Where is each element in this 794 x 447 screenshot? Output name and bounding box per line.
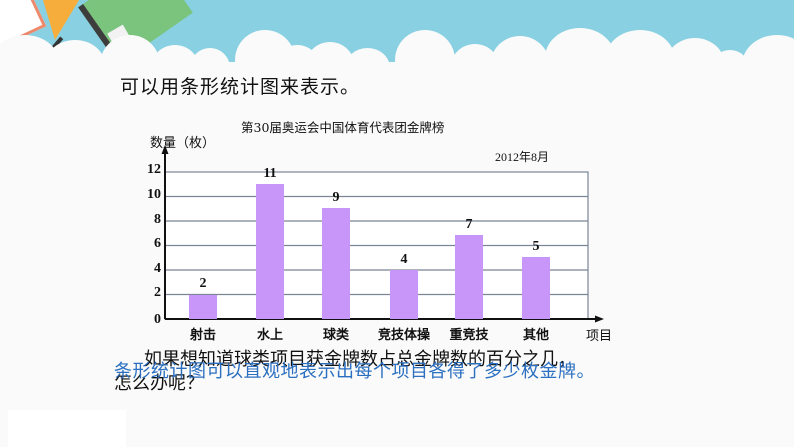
question-line-1: 如果想知道球类项目获金牌数占总金牌数的百分之几， <box>144 349 576 370</box>
chart-title: 第30届奥运会中国体育代表团金牌榜 <box>241 120 445 135</box>
bar-value-label: 9 <box>332 190 340 205</box>
decorative-banner <box>0 0 794 70</box>
gridlines <box>165 195 588 296</box>
category-label: 重竞技 <box>449 328 489 343</box>
question-line-2: 怎么办呢？ <box>114 373 204 394</box>
overlay-annotation-text: 条形统计图可以直观地表示出每个项目各得了多少枚金牌。 <box>114 361 595 382</box>
y-tick: 2 <box>154 285 161 300</box>
question-text: 如果想知道球类项目获金牌数占总金牌数的百分之几， 怎么办呢？ <box>114 348 644 396</box>
x-axis-arrow-icon <box>595 315 604 323</box>
y-axis-arrow-icon <box>161 145 169 154</box>
chart-date: 2012年8月 <box>495 150 550 164</box>
y-axis-label: 数量（枚） <box>150 136 216 151</box>
bar-value-label: 5 <box>532 239 540 254</box>
bar-value-label: 4 <box>400 252 408 267</box>
y-tick: 6 <box>154 236 161 251</box>
category-label: 竞技体操 <box>377 328 430 343</box>
blank-box <box>8 410 126 447</box>
y-tick: 8 <box>154 212 161 227</box>
bar-other <box>522 257 550 319</box>
y-tick: 4 <box>154 261 161 276</box>
bar-ball-games <box>322 208 350 319</box>
category-label: 球类 <box>322 328 349 343</box>
y-tick: 0 <box>154 312 161 327</box>
category-label: 水上 <box>256 328 283 343</box>
bar-value-label: 7 <box>465 217 473 232</box>
ruler-icon <box>40 0 85 40</box>
y-tick: 10 <box>147 187 161 202</box>
bar-aquatics <box>256 184 284 319</box>
category-label: 其他 <box>522 328 549 343</box>
bar-shooting <box>189 294 217 319</box>
bar-heavy-sports <box>455 235 483 319</box>
y-tick: 12 <box>147 162 161 177</box>
category-label: 射击 <box>189 328 216 343</box>
x-axis-label: 项目 <box>586 329 613 344</box>
bar-value-label: 2 <box>199 276 207 291</box>
bar-gymnastics <box>390 270 418 319</box>
slide-heading: 可以用条形统计图来表示。 <box>120 76 361 98</box>
bar-value-label: 11 <box>263 166 277 181</box>
